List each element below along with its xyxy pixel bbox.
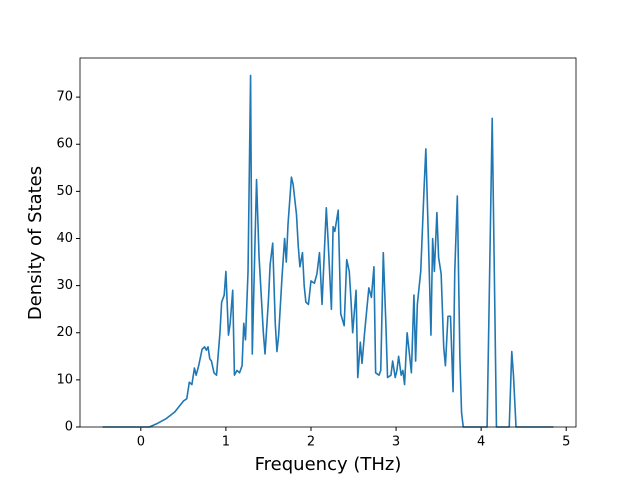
x-tick-label: 1	[222, 435, 230, 450]
x-axis-label: Frequency (THz)	[255, 454, 402, 475]
y-tick-label: 70	[56, 90, 73, 105]
x-tick-label: 4	[477, 435, 485, 450]
x-tick-label: 0	[137, 435, 145, 450]
y-tick-label: 50	[56, 184, 73, 199]
x-tick-label: 2	[307, 435, 315, 450]
y-tick-label: 0	[65, 420, 73, 435]
y-tick-label: 20	[56, 325, 73, 340]
y-axis-label: Density of States	[25, 166, 46, 320]
y-tick-label: 60	[56, 137, 73, 152]
y-tick-label: 40	[56, 231, 73, 246]
x-tick-label: 5	[562, 435, 570, 450]
y-tick-label: 30	[56, 278, 73, 293]
plot-frame	[79, 57, 577, 428]
y-tick-label: 10	[56, 372, 73, 387]
line-series	[102, 74, 554, 428]
x-tick-label: 3	[392, 435, 400, 450]
